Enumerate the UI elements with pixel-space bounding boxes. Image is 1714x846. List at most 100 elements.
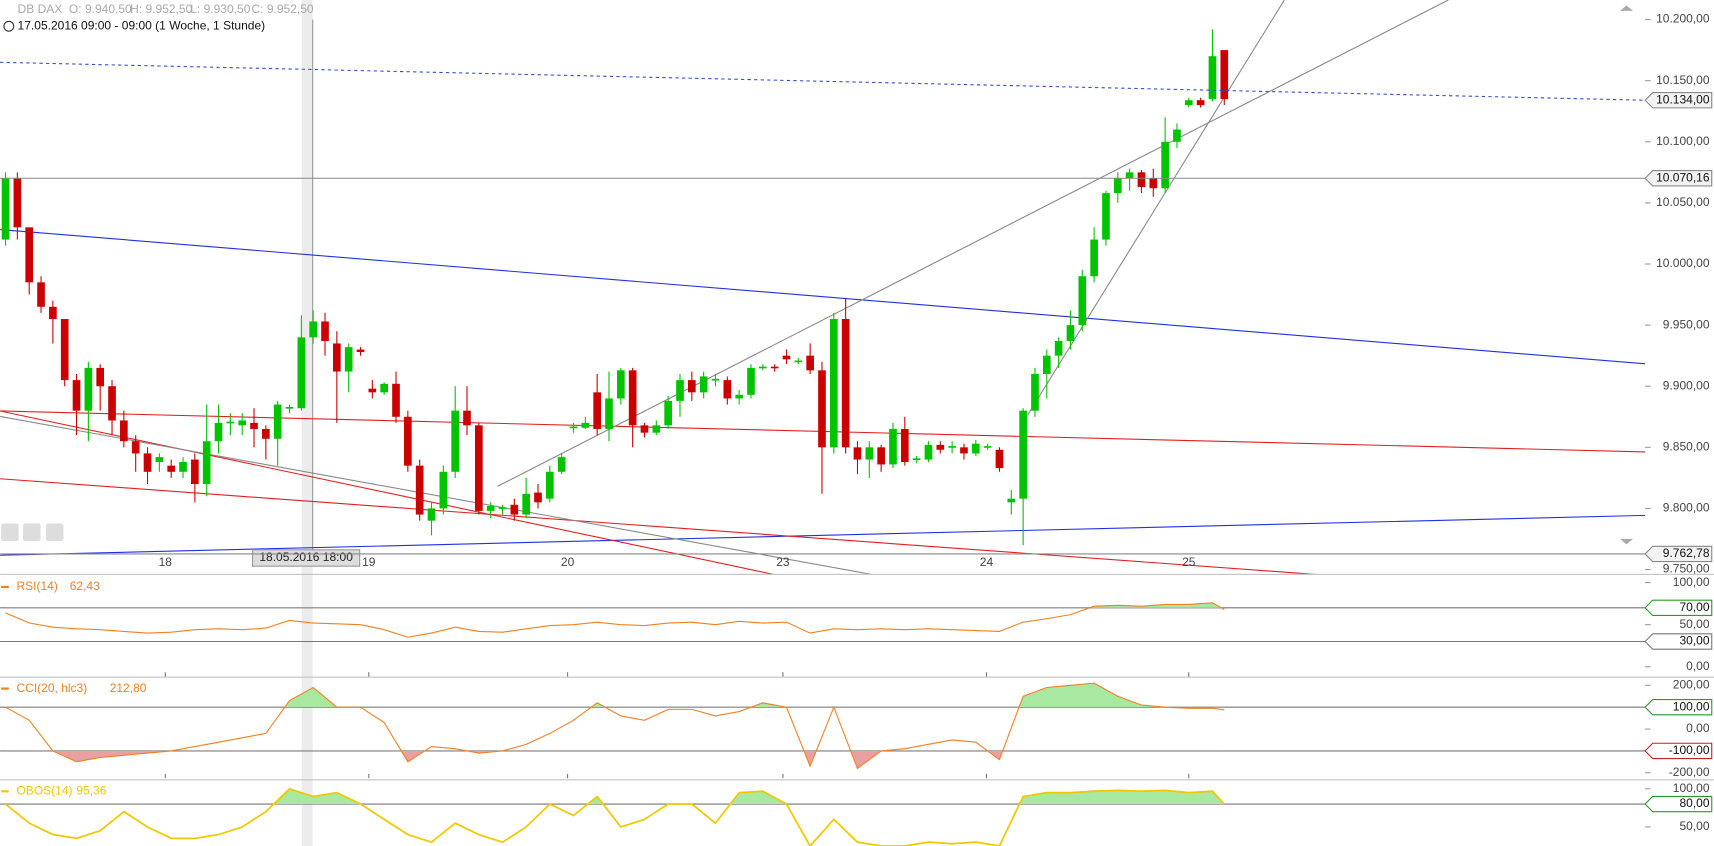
trendline bbox=[0, 228, 1646, 365]
candle-body bbox=[1031, 374, 1039, 411]
candle-body bbox=[699, 376, 708, 393]
legend-marker bbox=[1, 790, 9, 793]
candle-body bbox=[510, 504, 519, 515]
tool-button[interactable] bbox=[45, 523, 64, 542]
y-tick-label: 0,00 bbox=[1686, 659, 1710, 673]
candle-body bbox=[818, 370, 826, 448]
price-box bbox=[1644, 545, 1713, 563]
candle-body bbox=[1113, 178, 1122, 194]
level-box bbox=[1644, 599, 1713, 617]
candle-body bbox=[1149, 178, 1158, 189]
level-box bbox=[1644, 633, 1713, 650]
price-box bbox=[1644, 170, 1713, 187]
indicator-title: OBOS(14) bbox=[16, 784, 72, 798]
y-tick-label: 100,00 bbox=[1673, 781, 1710, 795]
candle-body bbox=[652, 425, 661, 433]
candle-body bbox=[995, 449, 1004, 469]
header: DB DAX O: 9.940,50 H: 9.952,50 L: 9.930,… bbox=[3, 2, 314, 32]
candle-body bbox=[321, 321, 329, 342]
legend-marker bbox=[1, 585, 9, 589]
candle-body bbox=[569, 426, 578, 429]
candle-body bbox=[1042, 355, 1051, 375]
y-tick-label: 0,00 bbox=[1686, 721, 1710, 735]
scroll-arrows[interactable] bbox=[1619, 5, 1634, 545]
candle-body bbox=[451, 410, 459, 472]
candle-body bbox=[131, 441, 140, 454]
candle-body bbox=[368, 388, 377, 393]
price-box bbox=[1644, 92, 1713, 109]
indicator-line bbox=[4, 787, 1225, 846]
y-tick-label: 50,00 bbox=[1679, 617, 1709, 631]
price-line bbox=[0, 61, 1646, 101]
level-box bbox=[1644, 698, 1713, 716]
tool-button[interactable] bbox=[23, 523, 41, 542]
candle-body bbox=[72, 380, 81, 411]
y-tick-label: -100,00 bbox=[1669, 743, 1710, 757]
candle-body bbox=[581, 422, 590, 428]
y-tick-label: -200,00 bbox=[1669, 765, 1710, 779]
candle-body bbox=[794, 360, 803, 363]
candle-body bbox=[640, 425, 649, 433]
ohlc: H: 9.952,50 bbox=[130, 2, 192, 16]
candle-body bbox=[948, 446, 956, 448]
candle-body bbox=[297, 337, 306, 409]
candle-body bbox=[463, 410, 471, 426]
candle-body bbox=[1137, 172, 1146, 188]
candle-body bbox=[1125, 172, 1134, 179]
ohlc: O: 9.940,50 bbox=[69, 2, 132, 16]
candle-body bbox=[1220, 50, 1229, 100]
indicator-value: 62,43 bbox=[70, 579, 100, 593]
drawings bbox=[0, 0, 1646, 574]
trendline bbox=[0, 514, 1646, 556]
y-tick-label: 10.100,00 bbox=[1656, 134, 1710, 148]
x-tick-label: 24 bbox=[980, 555, 994, 569]
candle-body bbox=[309, 321, 318, 338]
candle-body bbox=[498, 507, 507, 509]
candle-body bbox=[13, 178, 22, 228]
candle-body bbox=[1184, 100, 1193, 106]
candle-body bbox=[202, 441, 211, 485]
tool-button[interactable] bbox=[1, 523, 19, 542]
indicator-value: 95,36 bbox=[76, 784, 106, 798]
candle-body bbox=[983, 446, 992, 448]
candle-body bbox=[179, 462, 187, 472]
candle-body bbox=[1054, 341, 1063, 356]
y-tick-label: 200,00 bbox=[1673, 677, 1710, 691]
candle-body bbox=[1173, 129, 1181, 142]
candle-body bbox=[1078, 276, 1087, 326]
overbought-fill bbox=[5, 788, 1225, 805]
indicator bbox=[5, 602, 1225, 642]
candle-body bbox=[936, 444, 945, 450]
candle-body bbox=[747, 367, 755, 395]
y-tick-label: 9.900,00 bbox=[1663, 378, 1710, 392]
candle-body bbox=[877, 447, 885, 465]
candle-body bbox=[782, 355, 791, 360]
y-tick-label: 30,00 bbox=[1679, 634, 1709, 648]
oversold-fill bbox=[5, 750, 1225, 769]
crosshair-band bbox=[301, 0, 313, 846]
candle-body bbox=[380, 383, 389, 393]
overbought-fill bbox=[5, 683, 1225, 708]
oversold-fill bbox=[5, 641, 1225, 642]
candle-body bbox=[60, 319, 69, 381]
y-tick-label: 80,00 bbox=[1679, 796, 1709, 810]
candle-body bbox=[605, 398, 613, 430]
candle-body bbox=[664, 400, 672, 426]
candle-body bbox=[806, 355, 814, 371]
indicator bbox=[4, 787, 1225, 846]
candle-body bbox=[1102, 193, 1110, 240]
price-label: 10.070,16 bbox=[1656, 170, 1710, 184]
x-tick-label: 18 bbox=[159, 555, 173, 569]
candle-body bbox=[711, 378, 720, 381]
y-tick-label: 70,00 bbox=[1679, 600, 1709, 614]
candle-body bbox=[676, 380, 684, 401]
candle-body bbox=[49, 306, 57, 320]
indicator-line bbox=[5, 602, 1225, 638]
candle-body bbox=[534, 492, 542, 503]
x-tick-label: 19 bbox=[362, 555, 376, 569]
trendline bbox=[0, 410, 1646, 453]
y-tick-label: 9.850,00 bbox=[1663, 440, 1710, 454]
indicator bbox=[5, 682, 1225, 770]
candle-body bbox=[557, 457, 566, 472]
